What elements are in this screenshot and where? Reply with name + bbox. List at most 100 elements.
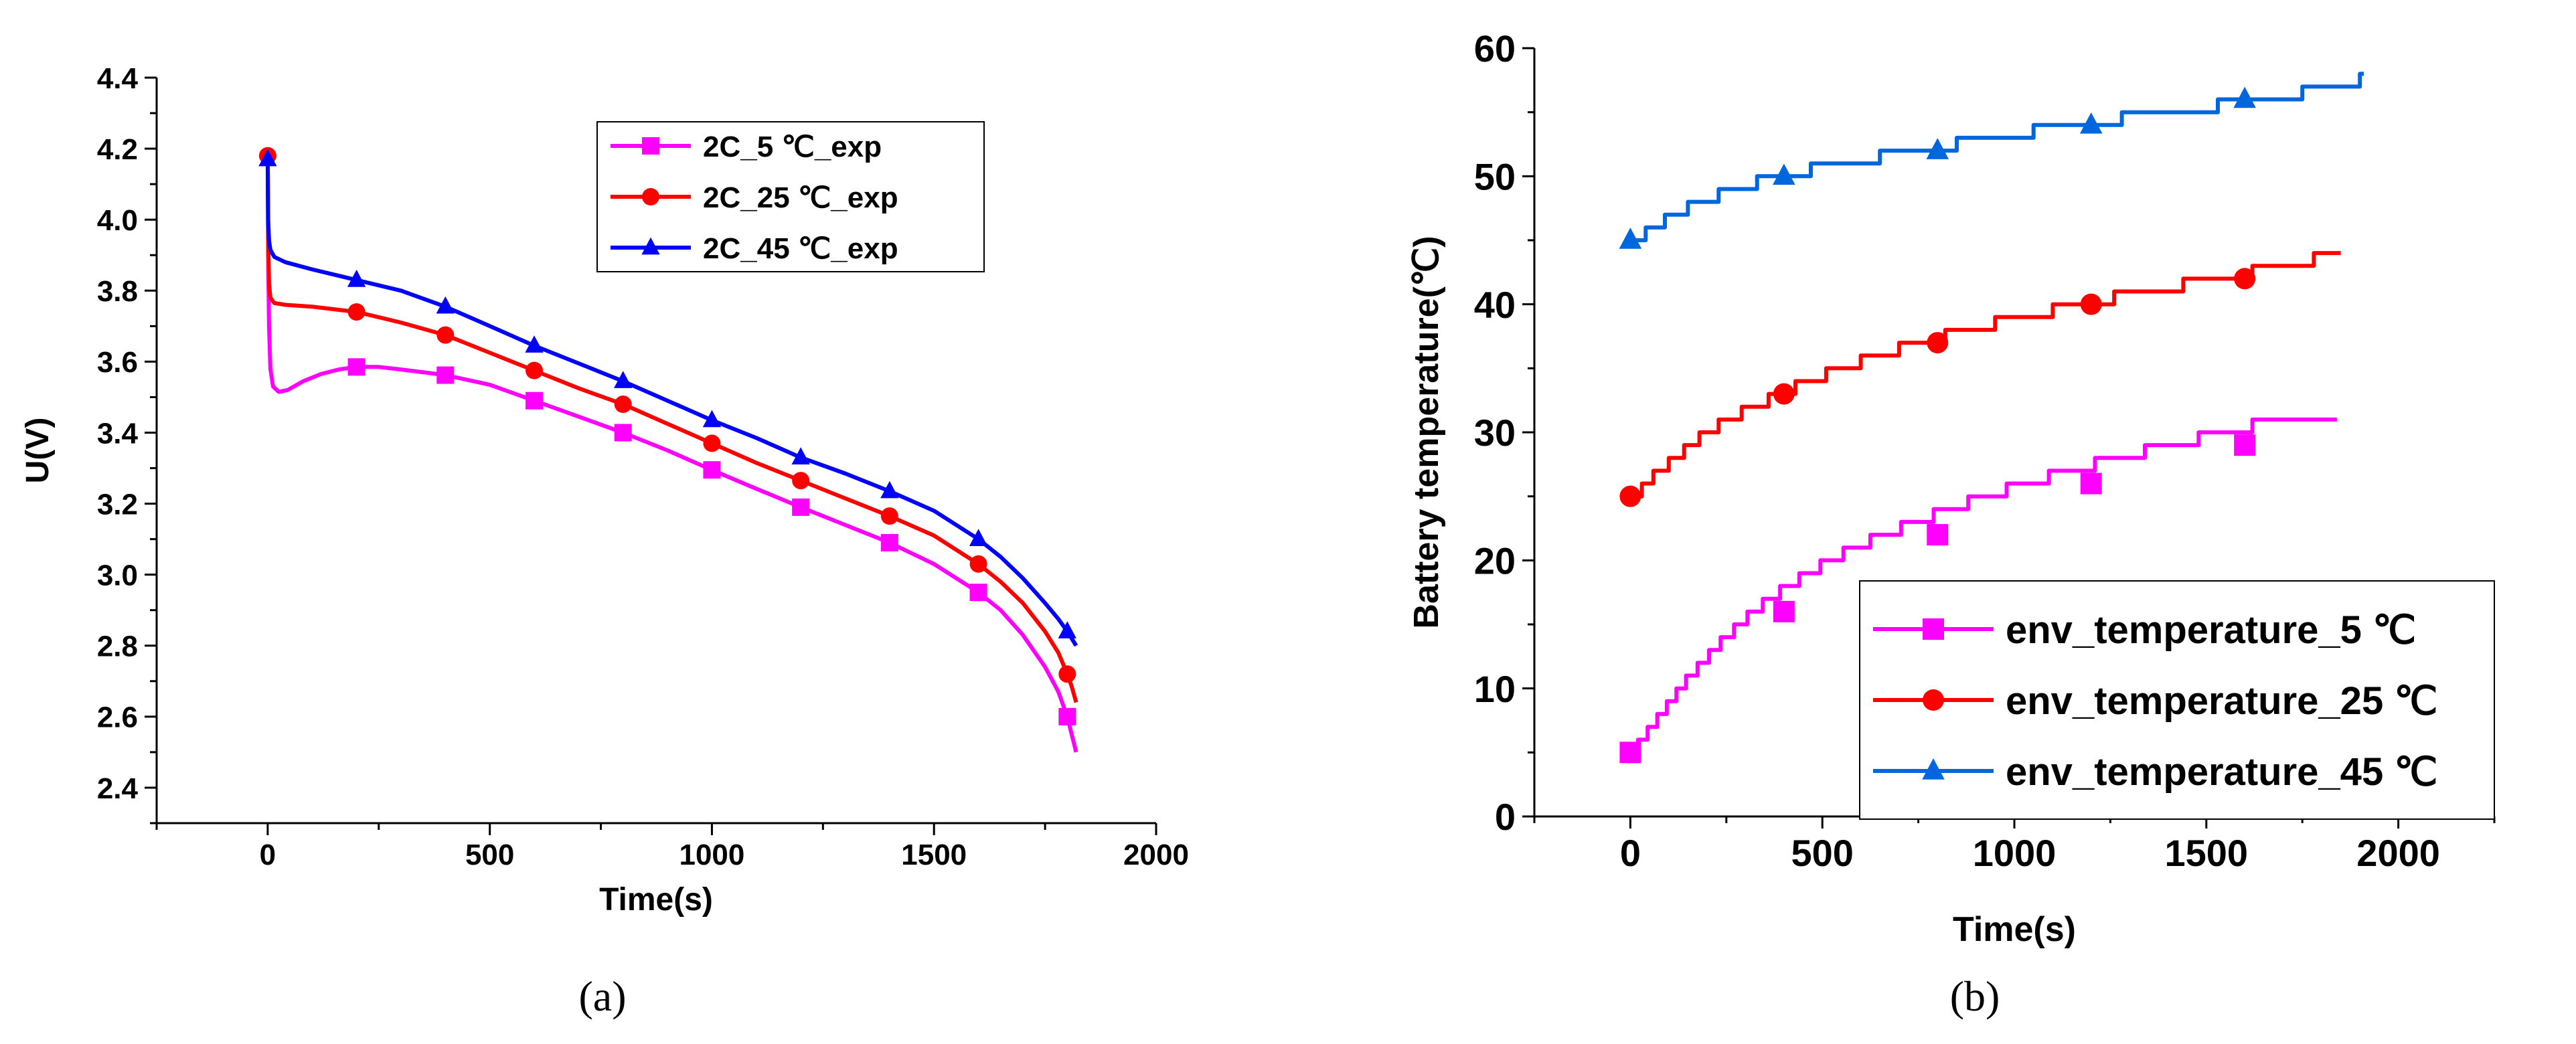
chart-a: 0 500 1000 1500 2000 2.4 2.6 2.8 3.0 3.2 3.4 3.6 3.8…	[20, 62, 1189, 1020]
data-point	[347, 358, 366, 376]
caption: (b)	[1950, 972, 2000, 1020]
data-point	[969, 584, 987, 602]
data-point	[969, 555, 987, 573]
series-line	[1630, 251, 2341, 499]
data-point	[792, 472, 810, 490]
series-2	[258, 149, 1078, 647]
y-tick-label: 4.4	[97, 62, 139, 95]
y-tick-label: 2.6	[97, 701, 138, 734]
y-tick-label: 30	[1474, 412, 1516, 454]
data-point	[1773, 383, 1795, 405]
y-tick-label: 4.2	[97, 133, 138, 166]
y-tick-label: 3.4	[97, 417, 139, 450]
data-point	[703, 461, 721, 479]
legend: 2C_5 ℃_exp 2C_25 ℃_exp 2C_45 ℃_exp	[596, 121, 985, 272]
data-point	[1773, 600, 1795, 622]
legend-label: 2C_5 ℃_exp	[703, 130, 882, 163]
y-tick-label: 40	[1474, 284, 1516, 326]
data-point	[703, 434, 721, 452]
legend-label: env_temperature_25 ℃	[2006, 679, 2437, 723]
data-point	[2233, 86, 2256, 108]
data-point	[347, 303, 366, 321]
series-line	[265, 159, 1078, 753]
series-1	[258, 147, 1078, 703]
data-point	[880, 507, 898, 525]
data-point	[526, 361, 544, 379]
series-2	[1619, 72, 2364, 249]
legend-marker	[641, 237, 660, 255]
legend-marker	[642, 188, 659, 205]
data-point	[1619, 485, 1641, 507]
legend-label: env_temperature_5 ℃	[2006, 608, 2416, 652]
caption: (a)	[578, 972, 626, 1020]
data-point	[614, 371, 633, 388]
data-point	[702, 410, 722, 428]
series-1	[1619, 251, 2341, 507]
data-point	[1927, 524, 1949, 546]
y-tick-label: 2.4	[97, 772, 139, 805]
legend: env_temperature_5 ℃ env_temperature_25 ℃ e…	[1859, 580, 2495, 820]
legend-marker	[1923, 618, 1944, 640]
data-point	[1926, 138, 1949, 159]
x-axis-title: Time(s)	[599, 882, 713, 918]
x-tick-label: 1000	[1973, 832, 2057, 874]
data-point	[614, 396, 632, 414]
data-point	[2079, 112, 2103, 134]
data-point	[347, 270, 366, 287]
data-point	[614, 424, 632, 442]
y-tick-label: 50	[1474, 155, 1516, 197]
x-tick-label: 500	[465, 839, 514, 871]
data-point	[2080, 293, 2102, 315]
data-point	[526, 392, 544, 410]
data-point	[436, 296, 455, 314]
x-axis-title: Time(s)	[1953, 910, 2076, 949]
legend-marker	[1923, 689, 1944, 711]
legend-label: 2C_45 ℃_exp	[703, 232, 898, 265]
data-point	[792, 498, 810, 516]
legend-label: 2C_25 ℃_exp	[703, 181, 898, 214]
y-axis-title: Battery temperature(℃)	[1407, 236, 1446, 628]
data-point	[1619, 228, 1642, 249]
data-point	[436, 366, 455, 384]
data-point	[1058, 665, 1076, 683]
y-axis-title: U(V)	[20, 418, 56, 484]
x-tick-label: 2000	[1123, 839, 1189, 871]
data-point	[1773, 163, 1795, 185]
legend-marker	[642, 137, 659, 155]
y-tick-label: 3.6	[97, 346, 138, 379]
data-point	[1619, 742, 1641, 764]
data-point	[2234, 434, 2256, 456]
chart-b: 0 500 1000 1500 2000 0 10 20 30 40 50 60 Time(s) Batt…	[1407, 27, 2496, 1020]
x-tick-label: 500	[1791, 832, 1853, 874]
series-line	[1630, 417, 2337, 755]
series-0	[1619, 417, 2337, 764]
data-point	[969, 529, 988, 546]
y-tick-label: 4.0	[97, 204, 138, 237]
data-point	[1058, 707, 1076, 725]
x-tick-label: 2000	[2356, 832, 2440, 874]
series-line	[265, 155, 1078, 703]
y-tick-label: 2.8	[97, 630, 138, 663]
data-point	[258, 149, 277, 167]
legend-label: env_temperature_45 ℃	[2006, 750, 2437, 794]
series-line	[265, 159, 1078, 647]
y-tick-label: 3.0	[97, 559, 138, 592]
data-point	[880, 481, 899, 499]
x-tick-label: 1000	[679, 839, 744, 871]
x-tick-label: 0	[1620, 832, 1641, 874]
x-tick-label: 0	[260, 839, 276, 871]
data-point	[1927, 332, 1949, 354]
y-tick-label: 20	[1474, 539, 1516, 582]
y-tick-label: 60	[1474, 27, 1516, 70]
data-point	[791, 447, 810, 464]
data-point	[436, 326, 455, 344]
data-point	[880, 533, 898, 551]
y-tick-label: 0	[1495, 796, 1516, 838]
x-tick-label: 1500	[901, 839, 967, 871]
series-0	[265, 159, 1078, 753]
legend-marker	[1922, 758, 1945, 780]
data-point	[2234, 268, 2256, 290]
series-line	[1630, 72, 2364, 242]
